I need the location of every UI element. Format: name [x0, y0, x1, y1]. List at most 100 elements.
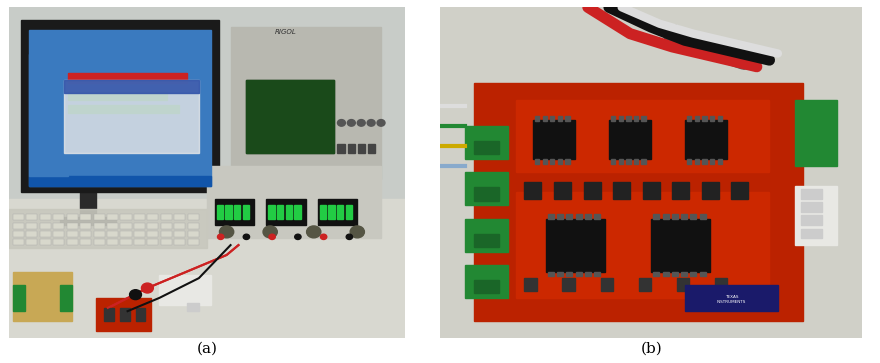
- Bar: [69, 73, 187, 83]
- Bar: [93, 223, 105, 229]
- Bar: [547, 214, 554, 219]
- Bar: [543, 116, 546, 121]
- Bar: [642, 159, 646, 164]
- Bar: [466, 126, 508, 159]
- Bar: [700, 272, 706, 277]
- Bar: [12, 215, 24, 220]
- Bar: [524, 182, 541, 199]
- Bar: [134, 239, 145, 245]
- Bar: [685, 285, 778, 311]
- Bar: [148, 239, 158, 245]
- Bar: [9, 199, 405, 338]
- Bar: [107, 239, 118, 245]
- Circle shape: [217, 234, 224, 240]
- Bar: [80, 192, 96, 222]
- Bar: [40, 223, 51, 229]
- Bar: [136, 308, 145, 321]
- Bar: [161, 239, 172, 245]
- Bar: [715, 278, 727, 291]
- Bar: [562, 278, 576, 291]
- Bar: [104, 308, 114, 321]
- Bar: [700, 214, 706, 219]
- Bar: [121, 239, 132, 245]
- Bar: [466, 172, 508, 205]
- Bar: [159, 275, 211, 305]
- Bar: [547, 272, 554, 277]
- Bar: [28, 30, 211, 185]
- Circle shape: [263, 226, 277, 238]
- Bar: [619, 116, 623, 121]
- Bar: [12, 231, 24, 237]
- Bar: [567, 272, 572, 277]
- Bar: [348, 144, 355, 152]
- Bar: [576, 214, 582, 219]
- Bar: [566, 116, 569, 121]
- Bar: [691, 214, 696, 219]
- Bar: [613, 182, 630, 199]
- Bar: [466, 219, 508, 252]
- Bar: [594, 272, 600, 277]
- Circle shape: [378, 119, 385, 126]
- Bar: [681, 214, 687, 219]
- Bar: [358, 144, 365, 152]
- Bar: [566, 159, 569, 164]
- Bar: [107, 223, 118, 229]
- Bar: [639, 278, 651, 291]
- Bar: [93, 215, 105, 220]
- Bar: [286, 205, 292, 219]
- Bar: [28, 176, 211, 185]
- Bar: [672, 214, 678, 219]
- Bar: [634, 159, 638, 164]
- Bar: [801, 189, 822, 199]
- Bar: [80, 231, 92, 237]
- Bar: [53, 239, 64, 245]
- Bar: [12, 285, 25, 311]
- Bar: [558, 116, 562, 121]
- Bar: [600, 278, 613, 291]
- Bar: [53, 215, 64, 220]
- Bar: [687, 159, 692, 164]
- Bar: [583, 182, 600, 199]
- Bar: [672, 182, 689, 199]
- Bar: [93, 239, 105, 245]
- Bar: [64, 80, 199, 152]
- Bar: [585, 214, 590, 219]
- Bar: [473, 233, 499, 247]
- Bar: [550, 116, 554, 121]
- Text: TEXAS
INSTRUMENTS: TEXAS INSTRUMENTS: [717, 295, 746, 304]
- Bar: [677, 278, 689, 291]
- Circle shape: [269, 234, 275, 240]
- Bar: [338, 144, 345, 152]
- Bar: [161, 215, 172, 220]
- Bar: [61, 217, 116, 225]
- Bar: [134, 215, 145, 220]
- Bar: [554, 182, 571, 199]
- Bar: [174, 223, 186, 229]
- Bar: [710, 159, 715, 164]
- Bar: [231, 27, 381, 179]
- Bar: [611, 159, 615, 164]
- Circle shape: [306, 226, 321, 238]
- Bar: [121, 223, 132, 229]
- Bar: [246, 80, 334, 152]
- Bar: [187, 223, 199, 229]
- Bar: [473, 83, 803, 321]
- Bar: [243, 205, 249, 219]
- Bar: [651, 219, 710, 272]
- Bar: [26, 223, 37, 229]
- Bar: [627, 159, 630, 164]
- Bar: [619, 159, 623, 164]
- Bar: [268, 205, 275, 219]
- Bar: [80, 215, 92, 220]
- Bar: [685, 119, 727, 159]
- Bar: [187, 231, 199, 237]
- Bar: [64, 80, 199, 93]
- Bar: [337, 205, 343, 219]
- Bar: [12, 239, 24, 245]
- Circle shape: [295, 234, 301, 240]
- Text: (a): (a): [196, 342, 217, 355]
- Bar: [663, 214, 669, 219]
- Bar: [225, 205, 231, 219]
- Bar: [187, 239, 199, 245]
- Bar: [69, 105, 180, 113]
